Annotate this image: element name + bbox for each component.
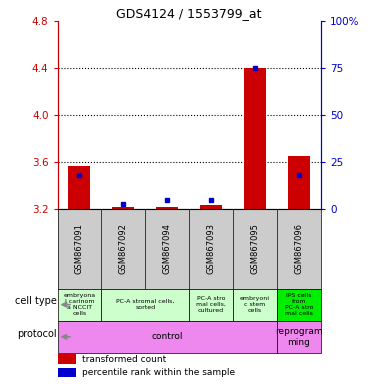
Text: GSM867095: GSM867095	[250, 223, 260, 274]
Bar	[58, 288, 101, 321]
Title: GDS4124 / 1553799_at: GDS4124 / 1553799_at	[116, 7, 262, 20]
Bar	[69, 166, 91, 209]
Text: PC-A stromal cells,
sorted: PC-A stromal cells, sorted	[116, 299, 174, 310]
Bar	[189, 288, 233, 321]
Text: embryoni
c stem
cells: embryoni c stem cells	[240, 296, 270, 313]
Text: GSM867094: GSM867094	[163, 223, 172, 274]
Bar	[277, 321, 321, 353]
Bar	[112, 207, 134, 209]
Text: percentile rank within the sample: percentile rank within the sample	[82, 368, 235, 377]
Text: protocol: protocol	[17, 329, 57, 339]
Bar	[233, 288, 277, 321]
Text: transformed count: transformed count	[82, 355, 166, 364]
Text: GSM867096: GSM867096	[295, 223, 303, 275]
Bar	[288, 156, 310, 209]
Text: PC-A stro
mal cells,
cultured: PC-A stro mal cells, cultured	[196, 296, 226, 313]
Bar	[200, 205, 222, 209]
Bar	[58, 321, 277, 353]
Text: GSM867092: GSM867092	[119, 223, 128, 274]
Text: control: control	[151, 332, 183, 341]
Bar	[58, 354, 76, 364]
Bar	[156, 207, 178, 209]
Bar	[277, 288, 321, 321]
Text: GSM867091: GSM867091	[75, 223, 84, 274]
Bar	[244, 68, 266, 209]
Text: GSM867093: GSM867093	[207, 223, 216, 275]
Text: reprogram
ming: reprogram ming	[275, 327, 323, 346]
Bar	[58, 368, 76, 377]
Text: IPS cells
from
PC-A stro
mal cells: IPS cells from PC-A stro mal cells	[285, 293, 313, 316]
Text: embryona
l carinom
a NCCIT
cells: embryona l carinom a NCCIT cells	[63, 293, 95, 316]
Bar	[101, 288, 189, 321]
Text: cell type: cell type	[15, 296, 57, 306]
